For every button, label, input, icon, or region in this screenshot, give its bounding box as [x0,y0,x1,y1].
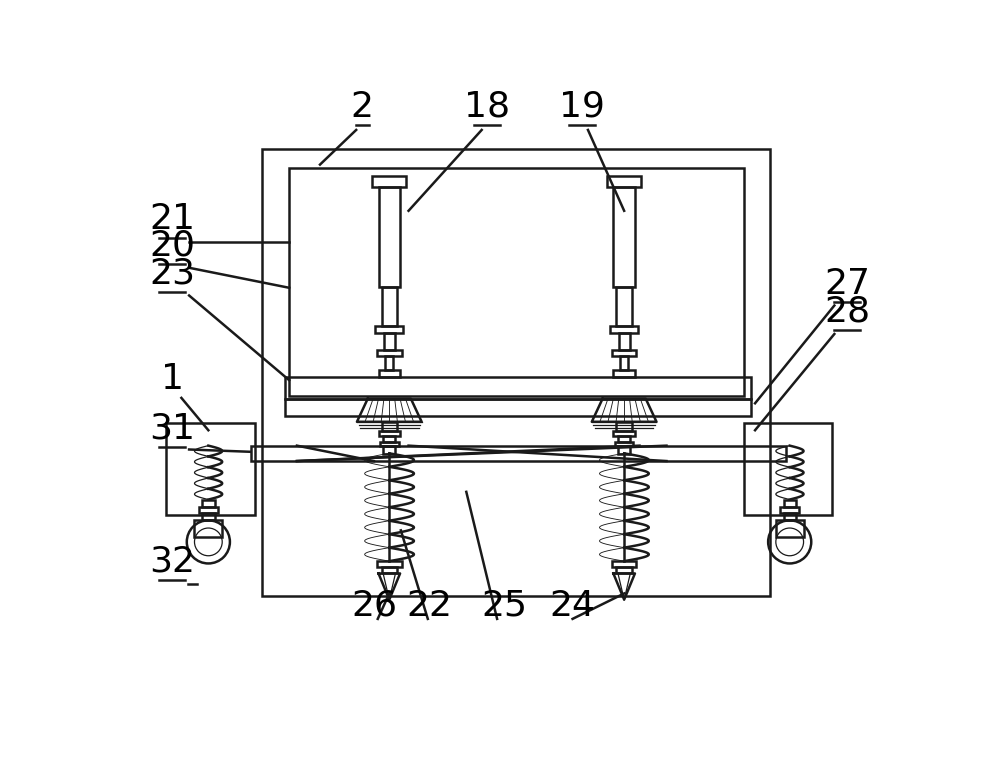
Text: 28: 28 [824,295,871,328]
Bar [384,333,395,351]
Bar [744,423,832,515]
Text: 24: 24 [550,589,596,623]
Bar [377,561,402,567]
Bar [616,422,632,431]
Bar [784,514,796,520]
Bar [382,422,397,431]
Bar [380,442,399,447]
Text: 22: 22 [406,589,452,623]
Bar [616,567,632,574]
Bar [620,357,628,370]
Text: 26: 26 [351,589,397,623]
Bar [383,436,395,442]
Bar [202,514,215,520]
Text: 25: 25 [482,589,528,623]
Text: 31: 31 [149,411,195,446]
Bar [289,168,744,395]
Bar [379,370,400,377]
Text: 19: 19 [559,90,605,123]
Bar [262,149,770,596]
Text: 18: 18 [464,90,510,123]
Bar [382,567,397,574]
Bar [383,447,395,454]
Bar [199,507,218,514]
Bar [385,357,393,370]
Bar [613,187,635,287]
Bar [379,187,400,287]
Bar [618,447,630,454]
Text: 2: 2 [351,90,374,123]
Text: 32: 32 [149,545,195,579]
Bar [616,287,632,325]
Bar [285,399,751,415]
Bar [776,520,804,536]
Bar [377,351,402,357]
Text: 27: 27 [824,267,870,301]
Bar [166,423,255,515]
Bar [285,377,751,399]
Bar [194,520,222,536]
Bar [784,500,796,507]
Bar [780,507,799,514]
Bar [251,446,786,461]
Bar [619,333,630,351]
Bar [375,325,403,333]
Bar [372,176,406,187]
Bar [202,500,215,507]
Text: 21: 21 [149,202,195,236]
Text: 23: 23 [149,256,195,290]
Bar [379,431,400,436]
Bar [612,351,636,357]
Bar [610,325,638,333]
Text: 20: 20 [149,229,195,262]
Text: 1: 1 [161,362,184,395]
Bar [382,287,397,325]
Bar [615,442,633,447]
Bar [618,436,630,442]
Bar [613,370,635,377]
Bar [612,561,636,567]
Bar [607,176,641,187]
Bar [613,431,635,436]
